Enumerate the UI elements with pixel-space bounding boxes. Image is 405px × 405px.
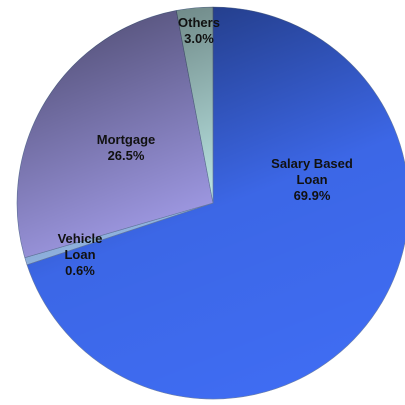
slice-name: Mortgage [96,132,156,147]
slice-value: 3.0% [184,31,214,46]
slice-value: 26.5% [107,148,145,163]
slice-label: Mortgage 26.5% [81,132,171,164]
slice-label: Others 3.0% [164,15,234,47]
slice-name: Others [178,15,220,30]
slice-name: Vehicle Loan [57,231,103,262]
slice-value: 69.9% [293,188,331,203]
slice-label: Salary Based Loan 69.9% [257,156,367,204]
slice-label: Vehicle Loan 0.6% [45,231,115,279]
slice-value: 0.6% [65,263,95,278]
slice-name: Salary Based Loan [271,156,353,187]
